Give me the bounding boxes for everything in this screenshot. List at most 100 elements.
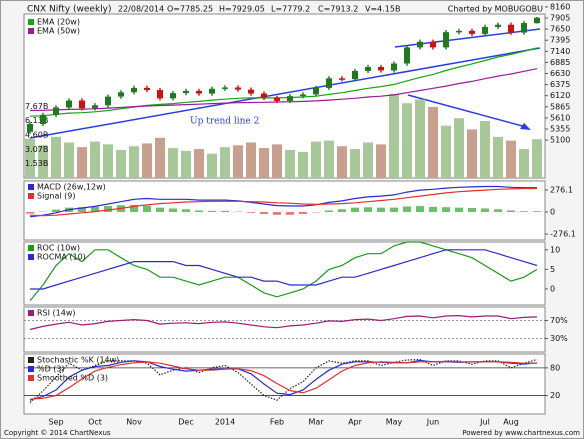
y-tick-label: 6375 bbox=[550, 80, 570, 89]
x-tick-label: Aug bbox=[503, 418, 519, 427]
copyright: Copyright © 2014 ChartNexus bbox=[4, 429, 111, 437]
volume-bar bbox=[337, 146, 347, 178]
volume-bar bbox=[246, 142, 256, 178]
histogram-bar bbox=[286, 212, 294, 215]
histogram-bar bbox=[481, 208, 489, 213]
histogram-bar bbox=[377, 207, 385, 213]
series-line bbox=[29, 47, 538, 117]
legend-label: RSI (14w) bbox=[37, 309, 76, 318]
candle-body bbox=[352, 70, 358, 80]
arrow-head bbox=[520, 123, 531, 130]
y-tick-label: 276.1 bbox=[550, 186, 573, 195]
legend-label: ROCMA (10) bbox=[37, 253, 86, 262]
y-tick-label: 4.60B bbox=[25, 131, 48, 140]
candle-body bbox=[521, 23, 527, 33]
y-tick-label: 6885 bbox=[550, 58, 570, 67]
series-line bbox=[29, 68, 538, 112]
date: 22/08/2014 bbox=[118, 5, 164, 14]
volume-bar bbox=[38, 145, 48, 178]
histogram-bar bbox=[247, 212, 255, 213]
y-tick-label: 6.13B bbox=[25, 116, 48, 125]
histogram-bar bbox=[169, 208, 177, 213]
candle-body bbox=[482, 26, 488, 34]
y-tick-label: 7905 bbox=[550, 14, 570, 23]
legend-swatch bbox=[28, 357, 34, 363]
y-tick-label: 0 bbox=[550, 284, 555, 293]
candle-body bbox=[79, 100, 85, 109]
legend-label: ROC (10w) bbox=[37, 244, 80, 253]
y-tick-label: 5610 bbox=[550, 113, 570, 122]
quote: L=7779.2 bbox=[271, 5, 310, 14]
candle-body bbox=[508, 24, 514, 33]
candle-body bbox=[404, 47, 410, 64]
x-tick-label: Jul bbox=[479, 418, 490, 427]
histogram-bar bbox=[195, 210, 203, 213]
volume-bar bbox=[441, 125, 451, 178]
volume-bar bbox=[220, 147, 230, 178]
y-tick-label: 7650 bbox=[550, 25, 570, 34]
histogram-bar bbox=[507, 210, 515, 213]
volume-bar bbox=[129, 146, 139, 178]
histogram-bar bbox=[338, 209, 346, 213]
trend-line bbox=[29, 47, 541, 139]
candle-body bbox=[313, 87, 319, 95]
candle-body bbox=[144, 87, 150, 91]
arrow bbox=[407, 94, 527, 128]
x-tick-label: Feb bbox=[270, 418, 284, 427]
volume-bar bbox=[116, 149, 126, 178]
histogram-bar bbox=[182, 209, 190, 213]
histogram-bar bbox=[208, 210, 216, 213]
candle-body bbox=[157, 90, 163, 99]
quote: C=7913.2 bbox=[318, 5, 358, 14]
volume-bar bbox=[389, 93, 399, 178]
volume-bar bbox=[77, 147, 87, 178]
histogram-bar bbox=[520, 211, 528, 213]
candle-body bbox=[417, 41, 423, 48]
y-tick-label: 10 bbox=[550, 245, 560, 254]
candle-body bbox=[222, 87, 228, 89]
volume-bar bbox=[311, 141, 321, 178]
candle-body bbox=[196, 90, 202, 94]
volume-bar bbox=[103, 144, 113, 178]
legend-swatch bbox=[28, 310, 34, 316]
x-tick-label: Oct bbox=[88, 418, 102, 427]
histogram-bar bbox=[78, 207, 86, 213]
volume-bar bbox=[350, 149, 360, 178]
volume-bar bbox=[272, 144, 282, 178]
volume-bar bbox=[90, 141, 100, 178]
series-line bbox=[29, 241, 538, 302]
histogram-bar bbox=[429, 206, 437, 213]
legend-swatch bbox=[28, 254, 34, 260]
legend-swatch bbox=[28, 366, 34, 372]
candle-body bbox=[105, 96, 111, 106]
legend-label: EMA (20w) bbox=[37, 18, 80, 27]
histogram-bar bbox=[52, 209, 60, 213]
annotation: Up trend line 2 bbox=[190, 117, 259, 127]
candle-body bbox=[469, 30, 475, 34]
panel bbox=[23, 353, 546, 415]
volume-bar bbox=[194, 149, 204, 178]
y-tick-label: 70% bbox=[550, 316, 568, 325]
candle-body bbox=[27, 124, 33, 132]
histogram-bar bbox=[104, 206, 112, 213]
volume-bar bbox=[480, 120, 490, 178]
x-tick-label: Mar bbox=[308, 418, 324, 427]
y-tick-label: 80 bbox=[550, 363, 560, 372]
candle-body bbox=[326, 78, 332, 88]
histogram-bar bbox=[403, 206, 411, 213]
legend-swatch bbox=[28, 193, 34, 199]
volume-bar bbox=[51, 136, 61, 178]
candle-body bbox=[248, 89, 254, 94]
histogram-bar bbox=[299, 212, 307, 215]
chart-title: CNX Nifty (weekly) bbox=[27, 5, 112, 15]
candle-body bbox=[53, 107, 59, 115]
y-tick-label: 6120 bbox=[550, 91, 570, 100]
histogram-bar bbox=[130, 204, 138, 213]
volume-bar bbox=[181, 150, 191, 178]
volume-bar bbox=[467, 129, 477, 178]
candle-body bbox=[118, 92, 124, 97]
volume-bar bbox=[285, 149, 295, 178]
volume-bar bbox=[376, 144, 386, 178]
y-tick-label: 7140 bbox=[550, 47, 570, 56]
